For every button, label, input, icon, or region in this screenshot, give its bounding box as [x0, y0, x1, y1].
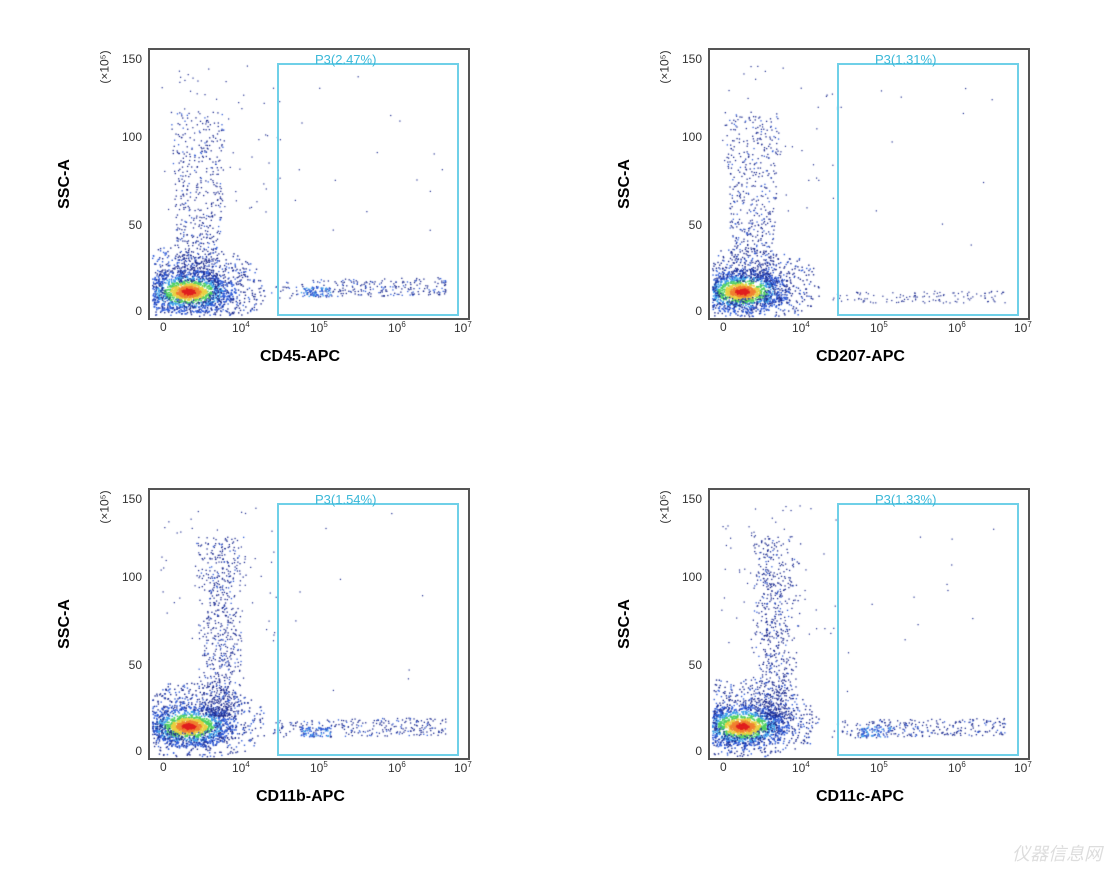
plot-frame-cd207: P3(1.31%) — [708, 48, 1030, 320]
ytick: 100 — [122, 130, 142, 144]
ylabel-cd45: SSC-A — [56, 159, 74, 209]
xtick: 107 — [454, 760, 472, 775]
xtick: 105 — [870, 760, 888, 775]
ytick: 100 — [682, 130, 702, 144]
ytick: 0 — [135, 744, 142, 758]
ytick: 50 — [689, 658, 702, 672]
ylabel-cd11b: SSC-A — [56, 599, 74, 649]
gate-cd11b — [277, 503, 459, 756]
plot-frame-cd45: P3(2.47%) — [148, 48, 470, 320]
plot-frame-cd11b: P3(1.54%) — [148, 488, 470, 760]
ytick: 100 — [122, 570, 142, 584]
xtick: 107 — [454, 320, 472, 335]
xtick: 104 — [792, 760, 810, 775]
ytick: 0 — [695, 744, 702, 758]
panel-cd45: SSC-A (×10⁵) P3(2.47%) 0 50 100 150 0 10… — [0, 0, 560, 440]
ytick: 50 — [689, 218, 702, 232]
xlabel-cd11b: CD11b-APC — [256, 788, 345, 806]
ytick: 150 — [122, 492, 142, 506]
xtick: 0 — [160, 760, 167, 774]
xtick: 107 — [1014, 320, 1032, 335]
plot-frame-cd11c: P3(1.33%) — [708, 488, 1030, 760]
xtick: 107 — [1014, 760, 1032, 775]
xtick: 104 — [232, 320, 250, 335]
xtick: 0 — [720, 760, 727, 774]
xtick: 0 — [720, 320, 727, 334]
ylabel-cd11c: SSC-A — [616, 599, 634, 649]
ytick: 100 — [682, 570, 702, 584]
xtick: 104 — [232, 760, 250, 775]
panel-cd11b: SSC-A (×10⁵) P3(1.54%) 0 50 100 150 0 10… — [0, 440, 560, 880]
gate-cd207 — [837, 63, 1019, 316]
xtick: 106 — [948, 320, 966, 335]
ytick: 50 — [129, 218, 142, 232]
xtick: 105 — [310, 760, 328, 775]
yunit-cd11b: (×10⁵) — [98, 490, 112, 523]
panel-cd207: SSC-A (×10⁵) P3(1.31%) 0 50 100 150 0 10… — [560, 0, 1120, 440]
xlabel-cd45: CD45-APC — [260, 348, 340, 366]
gate-label-cd11b: P3(1.54%) — [315, 492, 376, 507]
xtick: 105 — [310, 320, 328, 335]
xtick: 106 — [388, 320, 406, 335]
xtick: 0 — [160, 320, 167, 334]
gate-cd45 — [277, 63, 459, 316]
ytick: 0 — [135, 304, 142, 318]
gate-label-cd11c: P3(1.33%) — [875, 492, 936, 507]
xtick: 106 — [388, 760, 406, 775]
figure-grid: SSC-A (×10⁵) P3(2.47%) 0 50 100 150 0 10… — [0, 0, 1120, 880]
xtick: 104 — [792, 320, 810, 335]
ylabel-cd207: SSC-A — [616, 159, 634, 209]
xlabel-cd11c: CD11c-APC — [816, 788, 904, 806]
xtick: 105 — [870, 320, 888, 335]
ytick: 150 — [682, 52, 702, 66]
gate-label-cd207: P3(1.31%) — [875, 52, 936, 67]
ytick: 0 — [695, 304, 702, 318]
yunit-cd207: (×10⁵) — [658, 50, 672, 83]
xtick: 106 — [948, 760, 966, 775]
ytick: 50 — [129, 658, 142, 672]
yunit-cd11c: (×10⁵) — [658, 490, 672, 523]
yunit-cd45: (×10⁵) — [98, 50, 112, 83]
panel-cd11c: SSC-A (×10⁵) P3(1.33%) 0 50 100 150 0 10… — [560, 440, 1120, 880]
gate-label-cd45: P3(2.47%) — [315, 52, 376, 67]
ytick: 150 — [682, 492, 702, 506]
ytick: 150 — [122, 52, 142, 66]
gate-cd11c — [837, 503, 1019, 756]
xlabel-cd207: CD207-APC — [816, 348, 905, 366]
